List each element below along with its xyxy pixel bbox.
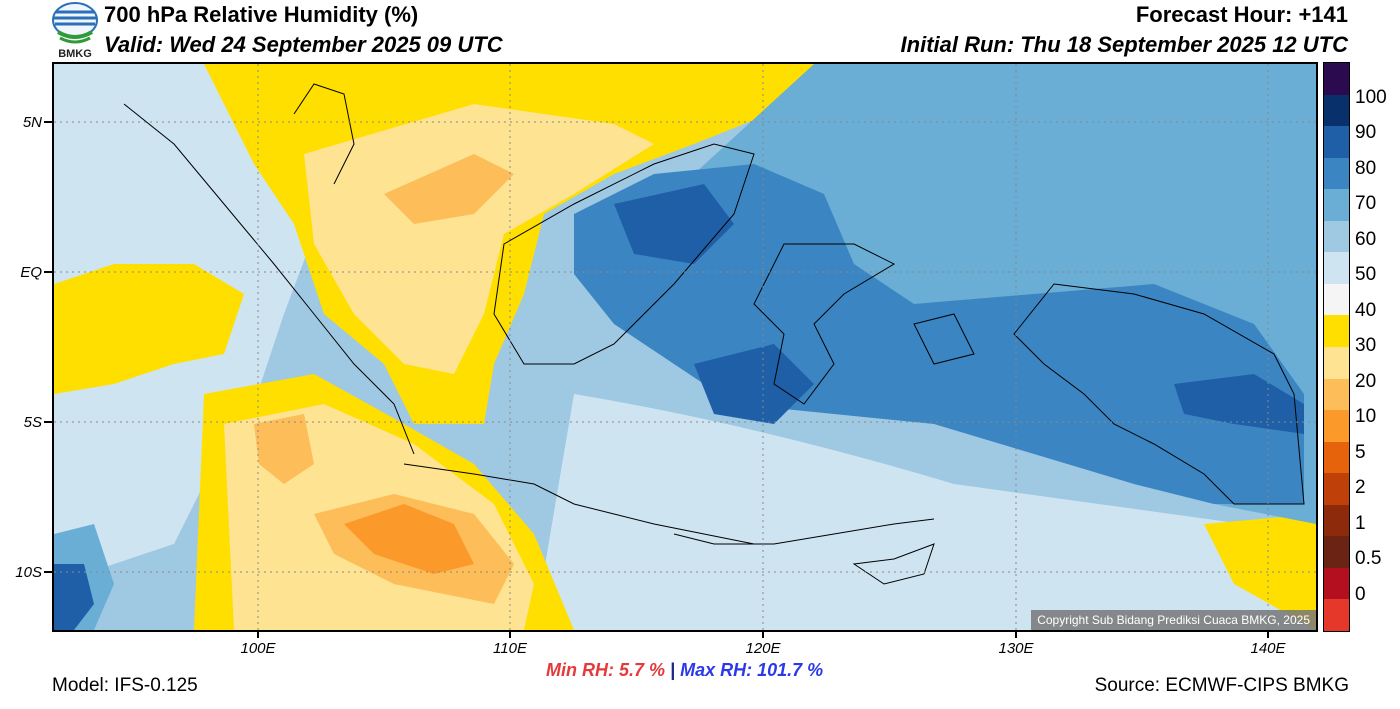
lon-label-110e: 110E [493,640,527,657]
colorbar-label-20: 20 [1355,371,1377,392]
colorbar-segment [1324,378,1349,411]
colorbar-segment [1324,126,1349,159]
valid-time: Valid: Wed 24 September 2025 09 UTC [104,32,503,57]
colorbar-label-30: 30 [1355,335,1377,356]
colorbar-label-5: 5 [1355,442,1366,463]
colorbar-segment [1324,536,1349,569]
colorbar-label-60: 60 [1355,229,1377,250]
colorbar [1323,62,1350,632]
colorbar-label-0: 0 [1355,584,1366,605]
humidity-map[interactable]: Copyright Sub Bidang Prediksi Cuaca BMKG… [52,62,1318,632]
lat-label-5n: 5N [22,114,42,131]
logo-text: BMKG [58,48,92,60]
lat-tick-eq [44,271,52,273]
lat-label-10s: 10S [15,564,42,581]
lon-tick-120e [762,632,764,638]
colorbar-label-50: 50 [1355,264,1377,285]
colorbar-segment [1324,315,1349,348]
min-rh-value: 5.7 % [619,660,666,680]
rh-stats: Min RH: 5.7 % | Max RH: 101.7 % [546,660,823,681]
initial-run: Initial Run: Thu 18 September 2025 12 UT… [900,32,1348,57]
bmkg-logo-icon [52,2,98,44]
data-source: Source: ECMWF-CIPS BMKG [1094,675,1349,696]
colorbar-label-80: 80 [1355,158,1377,179]
colorbar-label-0-5: 0.5 [1355,548,1382,569]
lat-tick-10s [44,571,52,573]
colorbar-label-1: 1 [1355,513,1366,534]
colorbar-label-40: 40 [1355,300,1377,321]
bmkg-logo: BMKG [50,2,100,60]
colorbar-label-10: 10 [1355,406,1377,427]
colorbar-segment [1324,94,1349,127]
colorbar-segment [1324,220,1349,253]
colorbar-label-2: 2 [1355,477,1366,498]
colorbar-segment [1324,441,1349,474]
lon-tick-100e [257,632,259,638]
colorbar-label-70: 70 [1355,193,1377,214]
min-rh-label: Min RH: [546,660,614,680]
model-name: Model: IFS-0.125 [52,675,198,696]
lat-tick-5s [44,421,52,423]
lat-label-eq: EQ [20,264,42,281]
colorbar-segment [1324,283,1349,316]
colorbar-segment [1324,189,1349,222]
colorbar-segment [1324,63,1349,96]
colorbar-segment [1324,157,1349,190]
colorbar-segment [1324,473,1349,506]
colorbar-label-100: 100 [1355,87,1387,108]
colorbar-segment [1324,410,1349,443]
max-rh-value: 101.7 % [757,660,824,680]
chart-title: 700 hPa Relative Humidity (%) [104,2,419,27]
max-rh-label: Max RH: [680,660,753,680]
copyright-note: Copyright Sub Bidang Prediksi Cuaca BMKG… [1031,610,1316,630]
lon-tick-110e [509,632,511,638]
colorbar-segment [1324,252,1349,285]
lon-tick-130e [1015,632,1017,638]
lon-label-130e: 130E [998,640,1034,657]
lat-label-5s: 5S [23,414,42,431]
lon-label-140e: 140E [1250,640,1286,657]
lon-label-100e: 100E [240,640,276,657]
colorbar-segment [1324,567,1349,600]
colorbar-segment [1324,347,1349,380]
lon-label-120e: 120E [745,640,781,657]
humidity-field [54,64,1316,630]
forecast-hour: Forecast Hour: +141 [1135,2,1348,27]
colorbar-segment [1324,599,1349,632]
lat-tick-5n [44,121,52,123]
colorbar-label-90: 90 [1355,122,1377,143]
lon-tick-140e [1267,632,1269,638]
colorbar-segment [1324,504,1349,537]
stats-separator: | [670,660,676,680]
